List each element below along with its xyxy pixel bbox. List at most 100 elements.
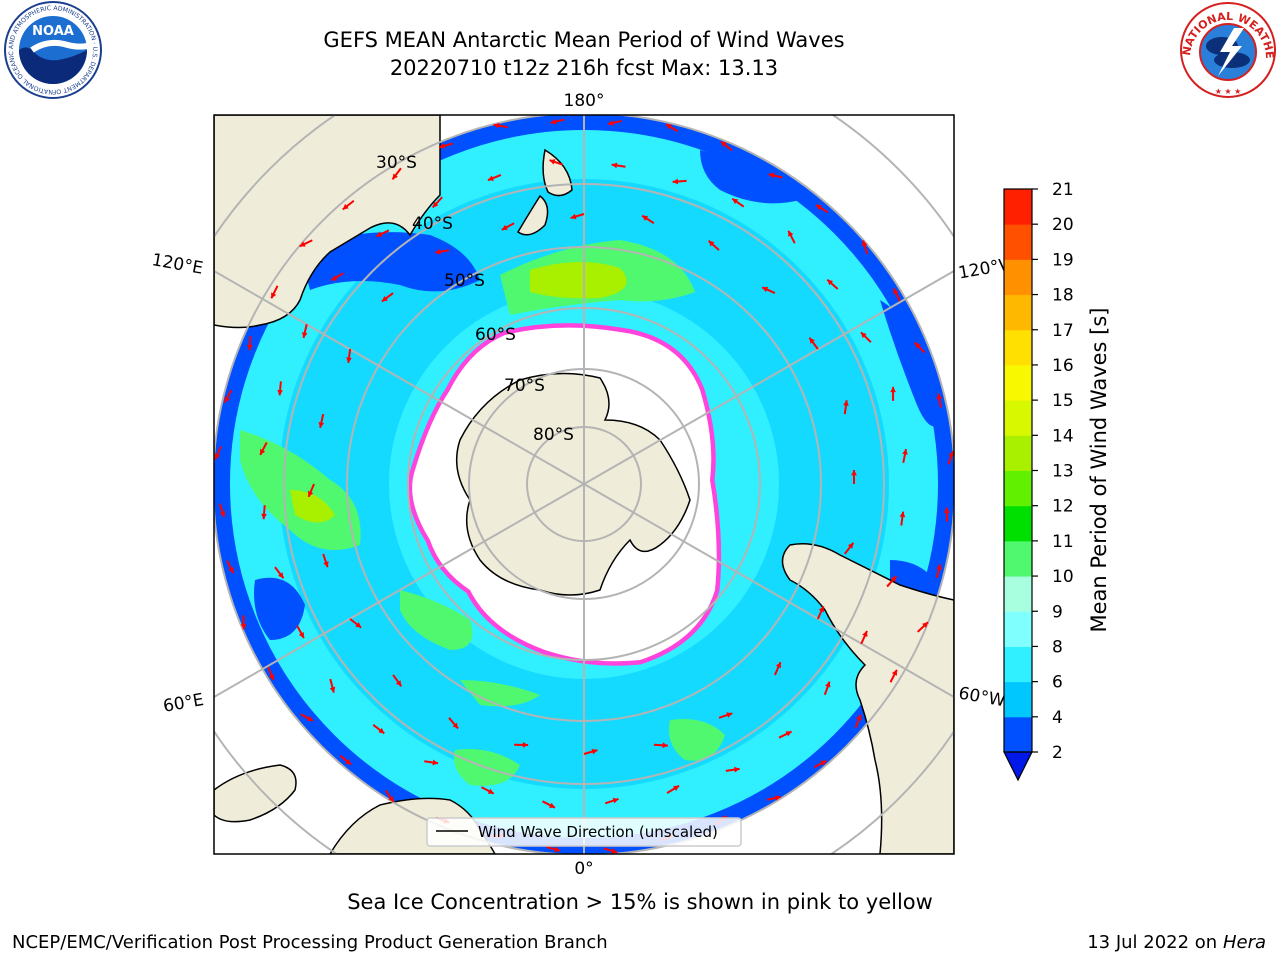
- wind-wave-arrowhead: [246, 344, 253, 351]
- wind-wave-arrowhead: [214, 453, 221, 460]
- wind-wave-arrowhead: [948, 451, 954, 457]
- wind-wave-arrowhead: [277, 389, 283, 396]
- wind-wave-arrowhead: [392, 173, 398, 180]
- wind-wave-arrowhead: [936, 564, 942, 571]
- colorbar-tick-label: 13: [1052, 462, 1074, 482]
- wind-wave-arrowhead: [815, 204, 822, 211]
- wind-wave-arrows: [214, 118, 954, 854]
- wind-wave-arrowhead: [607, 120, 614, 126]
- high-period-patch: [240, 430, 361, 550]
- colorbar-segment: [1004, 400, 1032, 436]
- wind-wave-arrowhead: [501, 224, 508, 230]
- colorbar-segment: [1004, 364, 1032, 401]
- wind-wave-arrowhead: [240, 624, 247, 630]
- wind-wave-arrowhead: [922, 622, 928, 628]
- high-period-patch: [460, 680, 540, 707]
- wind-wave-arrowhead: [219, 511, 226, 517]
- high-period-patch: [400, 590, 473, 650]
- wind-wave-arrowhead: [570, 213, 577, 220]
- wind-wave-arrowhead: [914, 342, 921, 349]
- lon-label-60w: 60°W: [957, 683, 1007, 711]
- wind-wave-arrowhead: [228, 567, 234, 574]
- wind-wave-arrowhead: [378, 727, 385, 734]
- footer-credit: NCEP/EMC/Verification Post Processing Pr…: [12, 932, 608, 953]
- new-zealand-landmass: [516, 148, 573, 236]
- legend-label: Wind Wave Direction (unscaled): [478, 823, 718, 841]
- lat-label-50s: 50°S: [444, 271, 485, 291]
- colorbar-segment: [1004, 611, 1032, 647]
- wind-wave-arrowhead: [890, 386, 896, 393]
- colorbar-tick-label: 15: [1052, 391, 1074, 411]
- wind-wave-arrowhead: [268, 674, 275, 681]
- wind-wave-arrowhead: [891, 669, 898, 676]
- colorbar-tick-label: 6: [1052, 673, 1063, 693]
- lat-label-80s: 80°S: [533, 425, 574, 445]
- wind-wave-arrowhead: [612, 797, 619, 804]
- wind-wave-arrowhead: [851, 470, 857, 476]
- wind-wave-arrowhead: [549, 159, 556, 165]
- colorbar-under-extend: [1003, 751, 1033, 782]
- colorbar-segment: [1004, 576, 1032, 612]
- wind-wave-arrowhead: [346, 357, 352, 363]
- colorbar-segment: [1004, 224, 1032, 260]
- south-america-landmass: [781, 543, 954, 854]
- lat-label-70s: 70°S: [504, 376, 545, 396]
- colorbar-tick-label: 18: [1052, 286, 1074, 306]
- footer-date: 13 Jul 2022 on Hera: [1087, 932, 1266, 953]
- colorbar-tick-label: 4: [1052, 708, 1063, 728]
- colorbar-tick-label: 2: [1052, 743, 1063, 763]
- colorbar-tick-label: 8: [1052, 637, 1063, 657]
- wind-wave-arrowhead: [487, 788, 494, 794]
- wind-wave-arrowhead: [329, 686, 336, 693]
- wind-wave-arrowhead: [611, 162, 618, 169]
- colorbar-tick-label: 21: [1052, 180, 1074, 200]
- peak-period-patch: [290, 490, 335, 523]
- antarctica-landmass: [455, 372, 691, 596]
- wind-wave-arrowhead: [902, 449, 908, 455]
- wind-wave-arrowhead: [860, 332, 867, 339]
- colorbar-tick-label: 10: [1052, 567, 1074, 587]
- wind-wave-arrowhead: [856, 714, 862, 721]
- lat-label-30s: 30°S: [376, 153, 417, 173]
- wind-wave-arrowhead: [762, 286, 769, 293]
- colorbar-segment: [1004, 329, 1032, 366]
- wind-wave-arrowhead: [642, 215, 649, 221]
- colorbar: 2 4 6 8 9 10 11 12 13 14 15 16 17 18 19 20 21: [1003, 180, 1074, 782]
- wind-wave-arrowhead: [899, 511, 906, 518]
- wind-wave-arrowhead: [862, 630, 868, 637]
- colorbar-segment: [1004, 646, 1032, 683]
- wind-wave-arrowhead: [785, 731, 792, 737]
- low-period-patch: [300, 232, 480, 292]
- graticule: [214, 115, 954, 854]
- wind-wave-arrowhead: [298, 632, 304, 639]
- wind-wave-arrowhead: [611, 848, 618, 854]
- colorbar-segment: [1004, 540, 1032, 577]
- wind-wave-arrowhead: [734, 766, 740, 773]
- colorbar-segment: [1004, 294, 1032, 331]
- wind-wave-arrowhead: [388, 796, 394, 803]
- sea-ice-caption: Sea Ice Concentration > 15% is shown in …: [347, 890, 933, 914]
- wind-wave-arrowhead: [487, 175, 494, 181]
- wind-wave-arrowhead: [299, 241, 306, 247]
- wind-wave-arrowhead: [861, 240, 868, 247]
- wind-wave-arrowhead: [825, 681, 831, 688]
- colorbar-segment: [1004, 470, 1032, 507]
- colorbar-tick-label: 11: [1052, 532, 1074, 552]
- colorbar-tick-label: 17: [1052, 321, 1074, 341]
- wind-wave-arrowhead: [732, 198, 739, 205]
- lon-label-60e: 60°E: [162, 690, 206, 717]
- wind-wave-arrowhead: [768, 172, 775, 179]
- wind-wave-arrowhead: [432, 201, 439, 208]
- wind-wave-arrowhead: [381, 296, 388, 302]
- wind-wave-arrowhead: [775, 662, 782, 669]
- colorbar-tick-label: 20: [1052, 215, 1074, 235]
- wind-wave-arrowhead: [318, 422, 325, 428]
- wind-wave-arrowhead: [432, 759, 439, 766]
- lon-label-120e: 120°E: [150, 250, 204, 279]
- wind-wave-arrowhead: [301, 332, 308, 338]
- colorbar-segment: [1004, 716, 1032, 753]
- chart-subtitle: 20220710 t12z 216h fcst Max: 13.13: [389, 56, 779, 80]
- low-period-patch: [254, 577, 305, 640]
- wind-wave-arrowhead: [355, 622, 362, 628]
